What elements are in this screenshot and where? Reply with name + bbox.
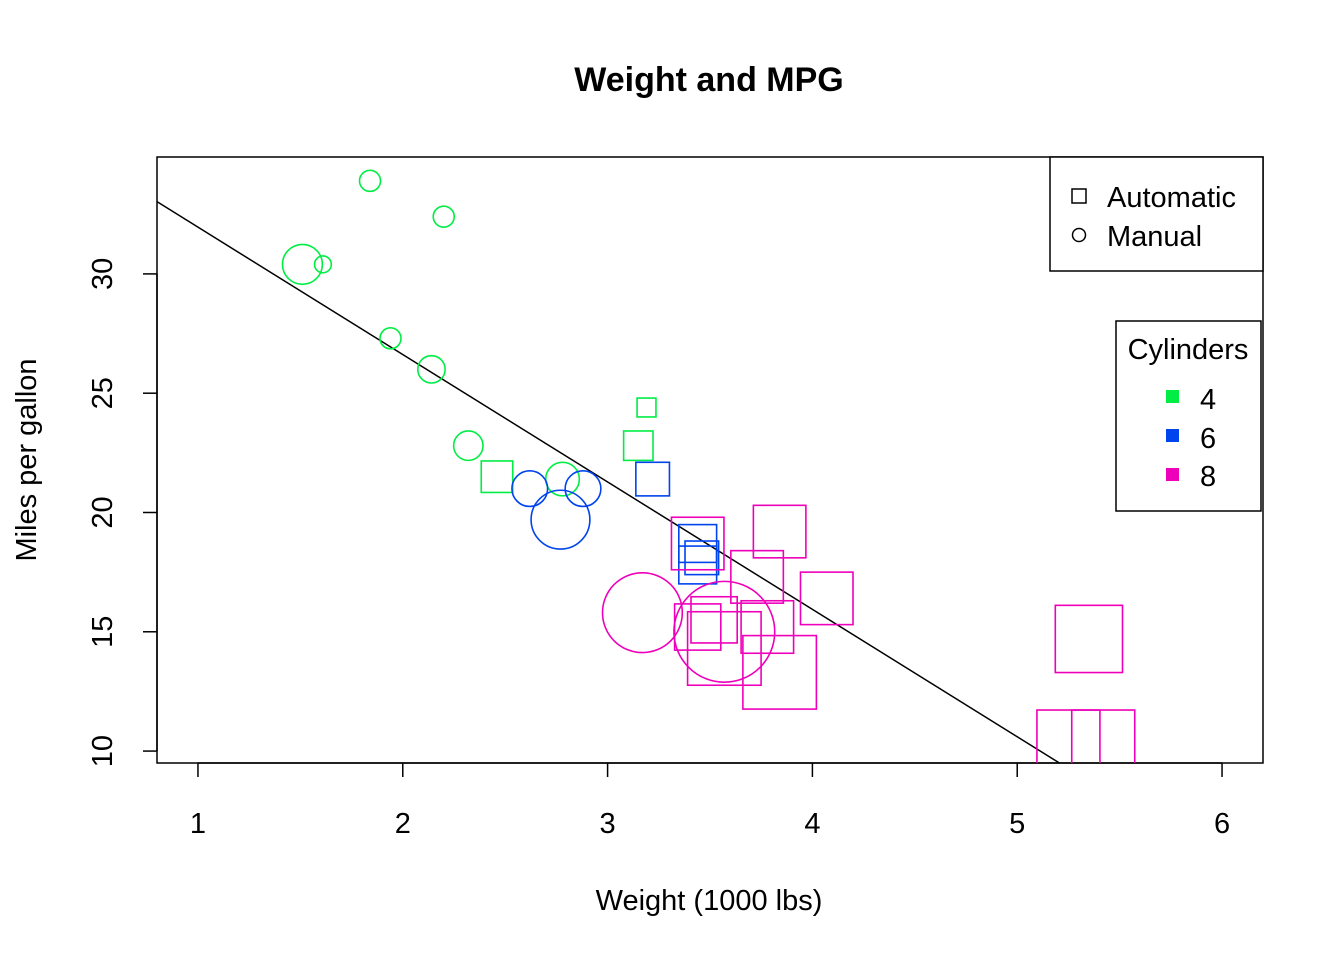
data-point-automatic-4cyl — [480, 460, 514, 494]
legend-swatch-8 — [1166, 468, 1179, 481]
data-point-automatic-8cyl — [752, 504, 807, 559]
legend-swatch-4 — [1166, 390, 1179, 403]
color-legend-box — [1115, 320, 1262, 512]
data-point-manual-8cyl — [601, 571, 684, 654]
data-point-automatic-8cyl — [740, 599, 795, 655]
data-point-manual-4cyl — [281, 243, 324, 286]
data-point-automatic-6cyl — [684, 540, 720, 576]
legend-automatic-label: Automatic — [1107, 182, 1236, 214]
legend-label-6: 6 — [1200, 423, 1216, 455]
x-axis: 1 2 3 4 5 6 — [190, 762, 1230, 840]
legend-swatch-6 — [1166, 429, 1179, 442]
data-point-automatic-8cyl — [1070, 709, 1136, 763]
data-point-manual-4cyl — [452, 430, 484, 462]
legend-label-8: 8 — [1200, 461, 1216, 493]
x-tick-label: 2 — [395, 808, 411, 840]
data-point-automatic-6cyl — [678, 523, 718, 564]
manual-circle-icon — [1071, 227, 1087, 243]
data-point-manual-4cyl — [379, 327, 402, 350]
data-point-manual-6cyl — [511, 469, 549, 508]
legend-title: Cylinders — [1128, 334, 1249, 366]
y-axis-label: Miles per gallon — [11, 358, 43, 561]
data-point-automatic-8cyl — [1054, 604, 1124, 674]
y-tick-label: 10 — [87, 735, 119, 767]
data-point-automatic-4cyl — [636, 397, 657, 418]
y-tick-label: 20 — [87, 496, 119, 528]
x-tick-label: 5 — [1009, 808, 1025, 840]
data-point-automatic-8cyl — [670, 516, 725, 571]
data-point-manual-4cyl — [417, 354, 446, 384]
automatic-square-icon — [1071, 188, 1087, 204]
data-point-manual-4cyl — [432, 205, 456, 228]
data-point-automatic-6cyl — [678, 545, 718, 585]
data-point-automatic-8cyl — [742, 634, 818, 710]
shape-legend: Automatic Manual — [1049, 156, 1264, 272]
y-axis: 10 15 20 25 30 — [87, 258, 158, 767]
shape-legend-box — [1049, 156, 1264, 272]
data-point-manual-4cyl — [358, 169, 382, 193]
legend-manual-label: Manual — [1107, 221, 1202, 253]
x-tick-label: 4 — [804, 808, 820, 840]
legend-label-4: 4 — [1200, 384, 1216, 416]
x-axis-label: Weight (1000 lbs) — [596, 885, 823, 917]
data-point-automatic-8cyl — [686, 610, 762, 687]
x-tick-label: 6 — [1214, 808, 1230, 840]
data-point-automatic-8cyl — [690, 595, 738, 644]
data-point-automatic-8cyl — [1036, 709, 1101, 763]
y-tick-label: 30 — [87, 258, 119, 290]
y-tick-label: 15 — [87, 616, 119, 648]
data-point-automatic-4cyl — [622, 430, 654, 462]
x-tick-label: 1 — [190, 808, 206, 840]
data-point-manual-6cyl — [530, 489, 591, 550]
data-point-manual-6cyl — [564, 469, 602, 508]
color-legend: Cylinders 4 6 8 — [1115, 320, 1262, 512]
data-point-manual-8cyl — [673, 580, 776, 683]
data-point-automatic-8cyl — [730, 549, 785, 604]
chart-title: Weight and MPG — [574, 61, 843, 99]
y-tick-label: 25 — [87, 377, 119, 409]
data-point-automatic-6cyl — [635, 461, 671, 497]
data-points — [281, 169, 1136, 763]
data-point-automatic-8cyl — [799, 571, 854, 626]
x-tick-label: 3 — [600, 808, 616, 840]
data-point-manual-4cyl — [313, 255, 333, 274]
